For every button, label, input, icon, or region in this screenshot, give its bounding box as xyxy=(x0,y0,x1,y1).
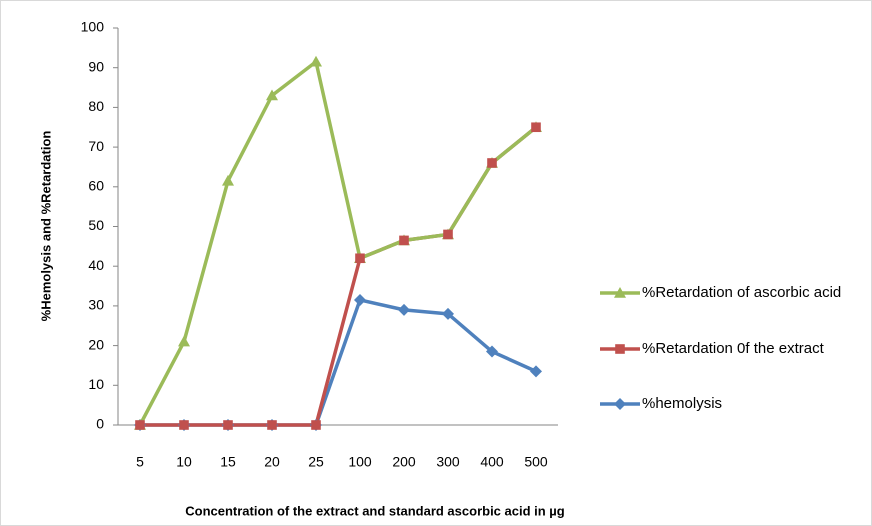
x-tick-label: 500 xyxy=(524,454,548,470)
marker xyxy=(614,287,626,298)
legend-label: %hemolysis xyxy=(642,395,723,412)
marker xyxy=(222,174,234,186)
y-tick-label: 60 xyxy=(88,178,104,194)
legend-item: %hemolysis xyxy=(598,393,868,415)
legend-item: %Retardation 0f the extract xyxy=(598,338,868,360)
marker xyxy=(311,420,321,430)
legend-label: %Retardation 0f the extract xyxy=(642,340,824,357)
y-tick-label: 40 xyxy=(88,257,104,273)
x-axis-title: Concentration of the extract and standar… xyxy=(185,503,565,518)
x-tick-label: 400 xyxy=(480,454,504,470)
x-tick-label: 300 xyxy=(436,454,460,470)
marker xyxy=(615,344,625,354)
marker xyxy=(310,55,322,67)
y-tick-label: 70 xyxy=(88,138,104,154)
marker xyxy=(135,420,145,430)
x-tick-label: 200 xyxy=(392,454,416,470)
marker xyxy=(398,303,410,316)
marker xyxy=(179,420,189,430)
legend-label: %Retardation of ascorbic acid xyxy=(642,284,842,301)
y-tick-label: 20 xyxy=(88,336,104,352)
marker xyxy=(442,307,454,320)
x-tick-label: 10 xyxy=(176,454,192,470)
marker xyxy=(355,253,365,264)
y-tick-label: 50 xyxy=(88,217,104,233)
y-axis-title: %Hemolysis and %Retardation xyxy=(38,131,53,322)
marker xyxy=(614,398,626,410)
y-tick-label: 100 xyxy=(81,19,105,35)
marker xyxy=(487,158,497,168)
legend-item: %Retardation of ascorbic acid xyxy=(598,282,868,304)
y-tick-label: 80 xyxy=(88,98,104,114)
marker xyxy=(266,89,278,101)
marker xyxy=(530,365,542,378)
y-tick-label: 30 xyxy=(88,297,104,313)
y-tick-label: 90 xyxy=(88,58,104,74)
series-line xyxy=(138,59,538,426)
x-tick-label: 5 xyxy=(136,454,144,470)
marker xyxy=(178,335,190,347)
x-tick-label: 15 xyxy=(220,454,236,470)
legend-swatch xyxy=(600,398,640,410)
marker xyxy=(531,122,541,133)
x-tick-label: 25 xyxy=(308,454,324,470)
marker xyxy=(399,235,409,246)
marker xyxy=(223,420,233,430)
marker xyxy=(486,345,498,358)
marker xyxy=(354,293,366,306)
marker xyxy=(267,420,277,430)
x-tick-label: 20 xyxy=(264,454,280,470)
y-tick-label: 0 xyxy=(96,416,104,432)
legend-swatch xyxy=(600,287,640,298)
y-tick-label: 10 xyxy=(88,376,104,392)
x-tick-label: 100 xyxy=(348,454,372,470)
marker xyxy=(443,229,453,240)
legend-swatch xyxy=(600,344,640,354)
